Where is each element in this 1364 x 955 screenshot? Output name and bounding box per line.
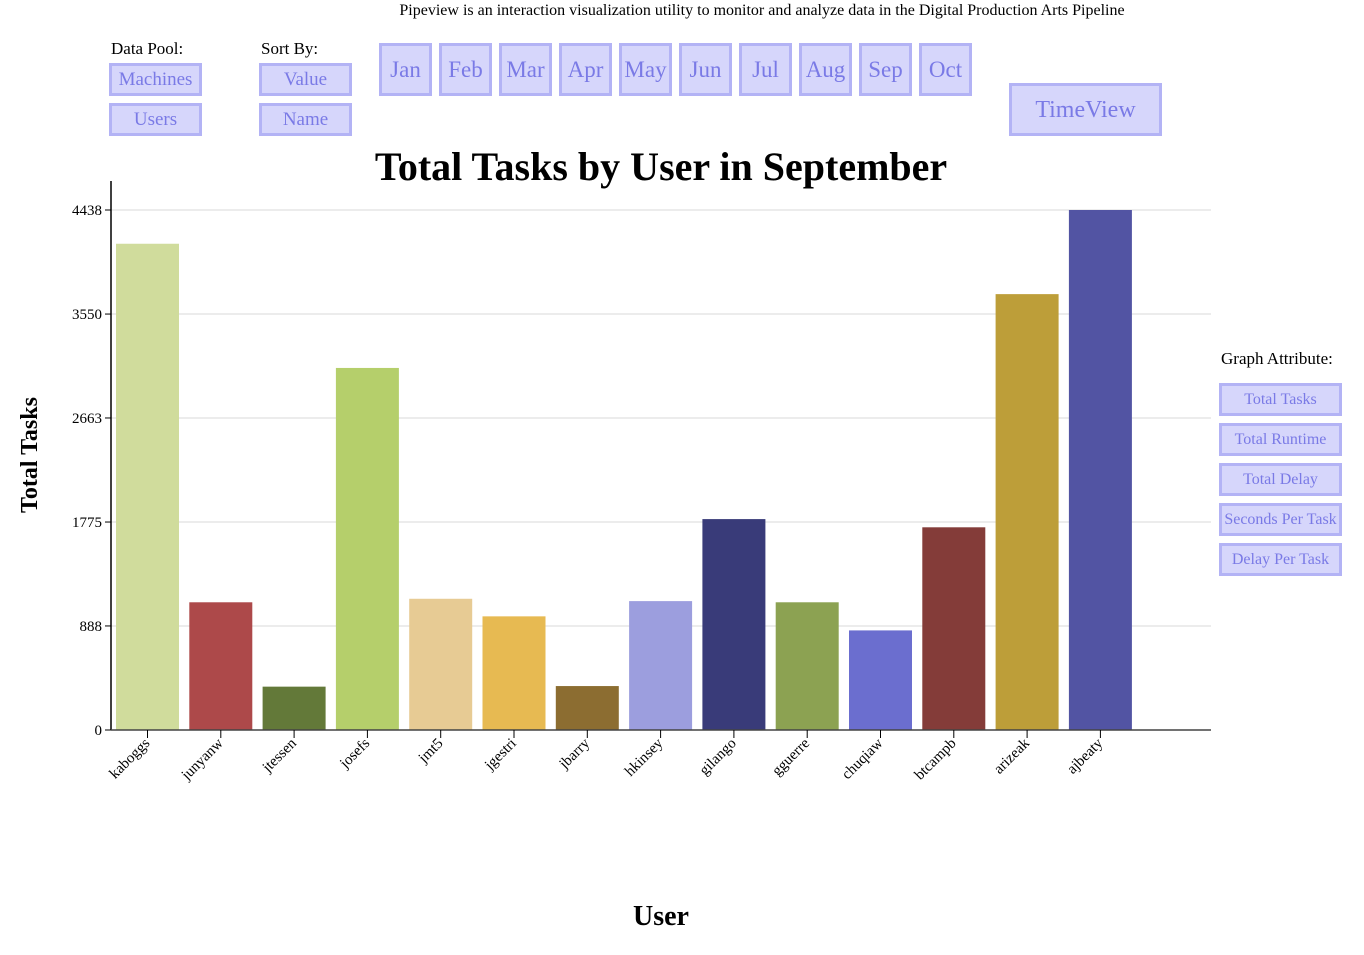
month-feb-button[interactable]: Feb: [439, 43, 492, 96]
month-oct-button[interactable]: Oct: [919, 43, 972, 96]
data-pool-label: Data Pool:: [111, 39, 184, 58]
y-tick-label: 1775: [72, 515, 102, 531]
bar-hkinsey[interactable]: [629, 601, 693, 730]
month-mar-button[interactable]: Mar: [499, 43, 552, 96]
month-jul-button[interactable]: Jul: [739, 43, 792, 96]
month-may-button[interactable]: May: [619, 43, 672, 96]
y-tick-label: 3550: [72, 307, 102, 323]
attribute-total-delay-button[interactable]: Total Delay: [1219, 463, 1342, 496]
sort-by-label: Sort By:: [261, 39, 319, 58]
x-tick-label: jgestri: [481, 736, 520, 775]
x-tick-label: jbarry: [556, 735, 594, 773]
bar-jtessen[interactable]: [262, 686, 326, 730]
month-aug-button[interactable]: Aug: [799, 43, 852, 96]
bar-jmt5[interactable]: [409, 598, 473, 730]
bar-gguerre[interactable]: [775, 602, 839, 730]
x-ticks: kaboggs junyanw jtessen josefs jmt5 jgestri jb…: [107, 730, 1107, 784]
bar-arizeak[interactable]: [995, 294, 1059, 730]
y-axis-label: Total Tasks: [17, 397, 43, 513]
bar-junyanw[interactable]: [189, 602, 253, 730]
chart-title: Total Tasks by User in September: [375, 144, 947, 189]
month-apr-button[interactable]: Apr: [559, 43, 612, 96]
y-ticks: 0 888 1775 2663 3550 4438: [72, 203, 111, 739]
month-jan-button[interactable]: Jan: [379, 43, 432, 96]
x-tick-label: gilango: [697, 736, 740, 779]
bar-gilango[interactable]: [702, 519, 766, 730]
bar-jgestri[interactable]: [482, 616, 546, 730]
x-tick-label: ajbeaty: [1064, 735, 1106, 777]
y-tick-label: 4438: [72, 203, 102, 219]
month-sep-button[interactable]: Sep: [859, 43, 912, 96]
x-tick-label: arizeak: [991, 735, 1033, 777]
x-tick-label: jtessen: [259, 735, 300, 776]
attribute-delay-per-task-button[interactable]: Delay Per Task: [1219, 543, 1342, 576]
x-tick-label: josefs: [336, 735, 373, 772]
x-tick-label: chuqiaw: [839, 735, 886, 782]
x-tick-label: junyanw: [178, 735, 227, 784]
month-jun-button[interactable]: Jun: [679, 43, 732, 96]
tagline: Pipeview is an interaction visualization…: [399, 2, 1125, 19]
bars: [116, 210, 1132, 730]
bar-ajbeaty[interactable]: [1068, 210, 1132, 730]
x-tick-label: btcampb: [912, 736, 960, 784]
data-pool-machines-button[interactable]: Machines: [109, 63, 202, 96]
timeview-button[interactable]: TimeView: [1009, 83, 1162, 136]
y-tick-label: 888: [80, 619, 103, 635]
bar-kaboggs[interactable]: [116, 243, 179, 730]
x-axis-label: User: [633, 901, 689, 932]
graph-attribute-label: Graph Attribute:: [1221, 349, 1333, 368]
sort-name-button[interactable]: Name: [259, 103, 352, 136]
attribute-total-runtime-button[interactable]: Total Runtime: [1219, 423, 1342, 456]
x-tick-label: gguerre: [769, 735, 813, 779]
sort-value-button[interactable]: Value: [259, 63, 352, 96]
bar-btcampb[interactable]: [922, 527, 986, 730]
x-tick-label: jmt5: [415, 736, 446, 767]
y-tick-label: 0: [95, 723, 103, 739]
bar-chuqiaw[interactable]: [849, 630, 912, 730]
x-tick-label: kaboggs: [107, 735, 154, 782]
bar-josefs[interactable]: [335, 367, 399, 730]
data-pool-users-button[interactable]: Users: [109, 103, 202, 136]
attribute-seconds-per-task-button[interactable]: Seconds Per Task: [1219, 503, 1342, 536]
y-tick-label: 2663: [72, 411, 102, 427]
x-tick-label: hkinsey: [622, 735, 667, 780]
attribute-total-tasks-button[interactable]: Total Tasks: [1219, 383, 1342, 416]
bar-jbarry[interactable]: [555, 686, 619, 730]
